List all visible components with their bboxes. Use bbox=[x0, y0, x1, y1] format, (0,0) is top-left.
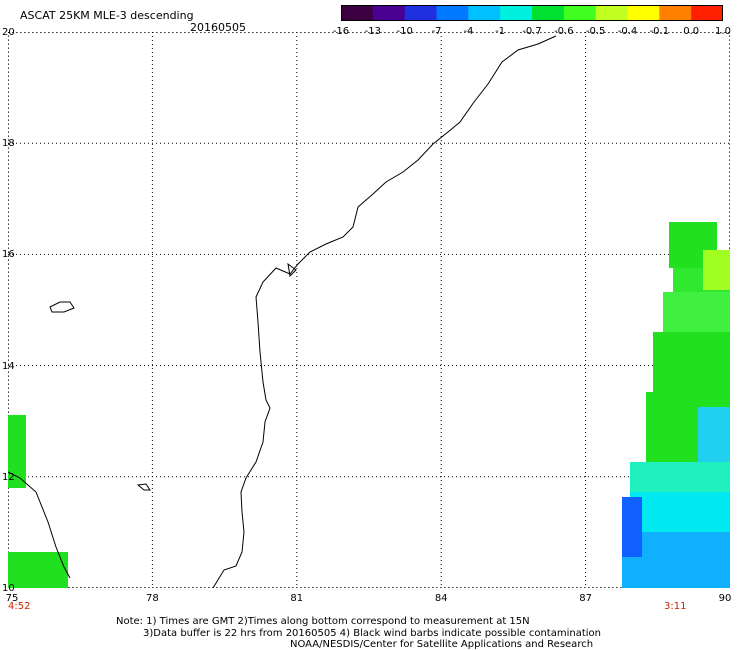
longitude-label: 84 bbox=[434, 593, 448, 604]
colorbar bbox=[341, 5, 723, 21]
colorbar-segment bbox=[468, 5, 501, 21]
colorbar-tick-label: -0.4 bbox=[617, 26, 638, 37]
colorbar-tick-label: -0.6 bbox=[554, 26, 574, 37]
colorbar-segment bbox=[563, 5, 597, 21]
longitude-label: 78 bbox=[146, 593, 159, 604]
colorbar-segment bbox=[627, 5, 660, 21]
swath-time-east: 3:11 bbox=[664, 601, 687, 612]
colorbar-segment bbox=[436, 5, 469, 21]
map-frame bbox=[8, 32, 730, 588]
colorbar-segment bbox=[341, 5, 374, 21]
island-small-3 bbox=[287, 262, 297, 278]
coastline bbox=[212, 35, 557, 588]
colorbar-tick-label: -0.1 bbox=[649, 26, 670, 37]
longitude-label: 75 bbox=[5, 593, 19, 604]
map-title: ASCAT 25KM MLE-3 descending bbox=[20, 9, 194, 22]
colorbar-segment bbox=[659, 5, 692, 21]
latitude-label: 18 bbox=[2, 138, 15, 150]
colorbar-tick-label: 0.0 bbox=[683, 26, 700, 37]
note-line-3: NOAA/NESDIS/Center for Satellite Applica… bbox=[290, 639, 594, 650]
colorbar-border bbox=[341, 5, 723, 21]
latitude-label: 12 bbox=[2, 471, 15, 483]
wind-swath-east bbox=[622, 222, 730, 588]
island-small bbox=[49, 301, 75, 313]
latitude-label: 20 bbox=[2, 27, 15, 38]
wind-swath-west bbox=[8, 415, 68, 588]
note-line-1: Note: 1) Times are GMT 2)Times along bot… bbox=[116, 616, 530, 627]
swath-time-west: 4:52 bbox=[8, 601, 31, 612]
longitude-label: 87 bbox=[579, 593, 592, 604]
colorbar-segment bbox=[595, 5, 628, 21]
map-date: 20160505 bbox=[190, 21, 246, 34]
colorbar-segment bbox=[404, 5, 437, 21]
colorbar-tick-label: -0.5 bbox=[585, 26, 606, 37]
colorbar-segment bbox=[500, 5, 533, 21]
latitude-label: 16 bbox=[2, 249, 15, 261]
colorbar-segment bbox=[532, 5, 565, 21]
note-line-2: 3)Data buffer is 22 hrs from 20160505 4)… bbox=[143, 628, 601, 639]
colorbar-segment bbox=[691, 5, 723, 21]
longitude-label: 81 bbox=[290, 593, 304, 604]
graticule bbox=[8, 32, 730, 588]
colorbar-segment bbox=[372, 5, 406, 21]
latitude-label: 14 bbox=[2, 360, 15, 372]
island-small-2 bbox=[136, 483, 151, 491]
map-plot bbox=[8, 32, 730, 588]
longitude-label: 90 bbox=[718, 593, 732, 604]
latitude-label: 10 bbox=[2, 583, 15, 594]
island-west-coast bbox=[8, 471, 71, 579]
colorbar-tick-label: 1.0 bbox=[715, 26, 731, 37]
